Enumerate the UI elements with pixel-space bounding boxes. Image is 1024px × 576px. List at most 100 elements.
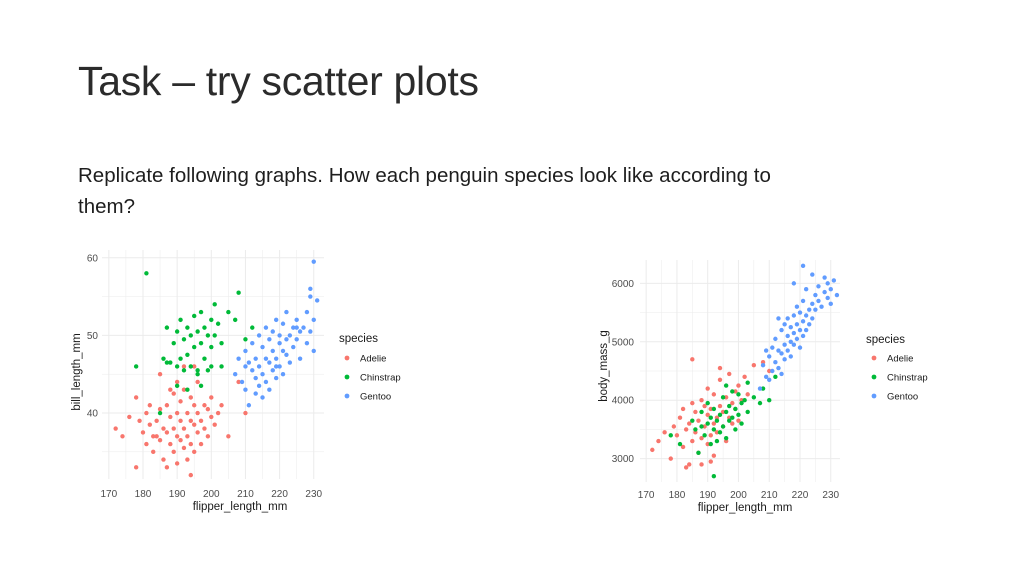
data-point-gentoo — [256, 383, 262, 389]
y-tick-label: 50 — [87, 331, 99, 342]
data-point-adelie — [137, 418, 142, 423]
scatter-points — [113, 259, 320, 478]
data-point-chinstrap — [202, 325, 207, 330]
data-point-adelie — [683, 427, 689, 432]
data-point-gentoo — [277, 340, 282, 346]
data-point-chinstrap — [192, 344, 197, 350]
data-point-gentoo — [807, 322, 812, 327]
data-point-adelie — [181, 364, 187, 369]
data-point-adelie — [687, 462, 692, 467]
data-point-chinstrap — [188, 364, 193, 369]
data-point-adelie — [192, 449, 197, 455]
data-point-gentoo — [779, 351, 784, 356]
data-point-chinstrap — [185, 352, 190, 357]
x-tick-label: 230 — [305, 489, 322, 500]
data-point-chinstrap — [696, 450, 701, 455]
data-point-gentoo — [260, 372, 265, 377]
data-point-gentoo — [785, 316, 790, 321]
data-point-gentoo — [785, 348, 790, 353]
data-point-gentoo — [763, 348, 769, 353]
data-point-chinstrap — [773, 374, 778, 380]
data-point-chinstrap — [209, 344, 214, 350]
data-point-chinstrap — [219, 340, 224, 346]
data-point-adelie — [144, 410, 149, 416]
data-point-adelie — [745, 392, 750, 397]
legend-label-adelie: Adelie — [360, 353, 386, 364]
data-point-adelie — [174, 434, 180, 439]
data-point-adelie — [708, 459, 713, 464]
data-point-adelie — [696, 418, 701, 423]
data-point-adelie — [192, 364, 197, 369]
data-point-gentoo — [800, 298, 806, 304]
data-point-adelie — [205, 434, 211, 439]
data-point-chinstrap — [727, 403, 732, 409]
data-point-adelie — [195, 379, 200, 385]
legend: species Adelie Chinstrap Gentoo — [866, 334, 928, 402]
data-point-gentoo — [813, 307, 818, 312]
data-point-chinstrap — [133, 364, 139, 369]
data-point-gentoo — [304, 340, 310, 346]
data-point-gentoo — [284, 352, 289, 357]
data-point-chinstrap — [209, 364, 214, 369]
y-tick-label: 3000 — [612, 454, 635, 465]
data-point-adelie — [656, 438, 661, 444]
data-point-adelie — [674, 433, 680, 438]
legend-label-chinstrap: Chinstrap — [887, 372, 928, 383]
data-point-adelie — [174, 379, 180, 385]
data-point-gentoo — [267, 337, 272, 342]
data-point-gentoo — [803, 313, 809, 318]
x-tick-label: 230 — [822, 490, 839, 501]
data-point-chinstrap — [174, 364, 180, 369]
data-point-adelie — [185, 434, 190, 439]
data-point-gentoo — [250, 368, 255, 373]
data-point-adelie — [720, 409, 726, 415]
data-point-chinstrap — [185, 325, 190, 330]
data-point-chinstrap — [144, 271, 149, 276]
data-point-chinstrap — [250, 325, 255, 330]
data-point-adelie — [168, 387, 173, 392]
data-point-gentoo — [788, 324, 793, 330]
data-point-chinstrap — [188, 333, 193, 338]
data-point-adelie — [164, 465, 170, 470]
data-point-adelie — [198, 418, 204, 423]
data-point-chinstrap — [185, 387, 190, 392]
data-point-gentoo — [773, 360, 778, 365]
data-point-chinstrap — [164, 360, 170, 365]
legend-key-gentoo — [871, 393, 877, 399]
data-point-gentoo — [236, 356, 241, 361]
data-point-adelie — [133, 395, 139, 400]
data-point-chinstrap — [733, 406, 738, 412]
x-axis-title: flipper_length_mm — [698, 502, 793, 514]
data-point-gentoo — [273, 364, 279, 369]
data-point-gentoo — [822, 289, 827, 295]
data-point-chinstrap — [739, 400, 744, 406]
data-point-gentoo — [767, 377, 772, 382]
data-point-adelie — [711, 392, 717, 397]
data-point-adelie — [188, 472, 193, 478]
data-point-gentoo — [791, 330, 797, 336]
data-point-gentoo — [246, 360, 252, 365]
data-point-adelie — [699, 435, 704, 441]
data-point-gentoo — [311, 317, 316, 323]
data-point-gentoo — [287, 333, 293, 338]
data-point-chinstrap — [730, 389, 735, 394]
data-point-gentoo — [280, 321, 286, 326]
x-tick-label: 200 — [730, 490, 747, 501]
data-point-chinstrap — [739, 421, 744, 426]
data-point-gentoo — [277, 364, 282, 369]
data-point-gentoo — [767, 354, 772, 359]
data-point-gentoo — [260, 395, 265, 400]
data-point-gentoo — [304, 309, 310, 315]
data-point-adelie — [192, 422, 197, 427]
data-point-chinstrap — [195, 372, 200, 377]
data-point-gentoo — [291, 344, 296, 350]
data-point-adelie — [714, 430, 720, 435]
data-point-adelie — [705, 386, 710, 391]
data-point-gentoo — [760, 362, 766, 368]
data-point-adelie — [161, 457, 166, 462]
data-point-chinstrap — [751, 395, 757, 400]
scatter-points — [650, 263, 840, 479]
y-tick-label: 60 — [87, 253, 99, 264]
legend-title: species — [866, 334, 905, 346]
data-point-gentoo — [763, 374, 769, 380]
